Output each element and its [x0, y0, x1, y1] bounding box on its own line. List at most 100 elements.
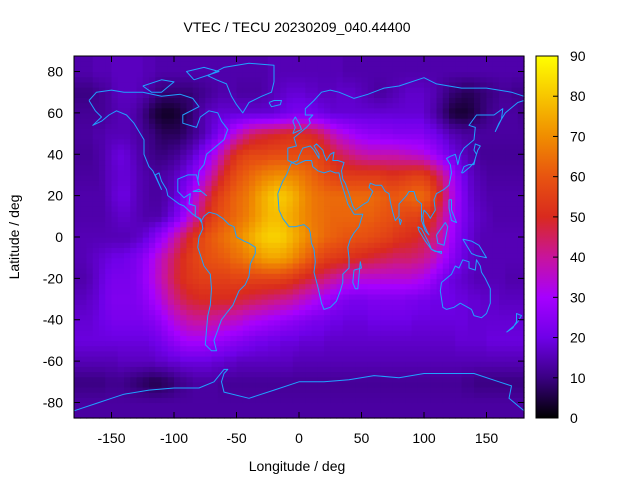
heatmap-cell: [236, 123, 244, 129]
heatmap-cell: [174, 247, 181, 254]
heatmap-cell: [255, 242, 263, 248]
heatmap-cell: [505, 149, 513, 155]
heatmap-cell: [142, 190, 150, 197]
heatmap-cell: [230, 340, 238, 347]
heatmap-cell: [142, 371, 150, 378]
heatmap-cell: [124, 330, 131, 336]
heatmap-cell: [424, 278, 431, 285]
heatmap-cell: [236, 102, 244, 109]
heatmap-cell: [374, 247, 381, 254]
heatmap-cell: [205, 268, 213, 274]
heatmap-cell: [292, 397, 300, 404]
heatmap-cell: [399, 278, 406, 285]
heatmap-cell: [492, 335, 500, 342]
heatmap-cell: [505, 81, 513, 88]
heatmap-cell: [211, 149, 219, 155]
heatmap-cell: [124, 309, 131, 316]
heatmap-cell: [261, 133, 269, 140]
heatmap-cell: [192, 123, 200, 129]
heatmap-cell: [80, 371, 88, 378]
heatmap-cell: [424, 309, 431, 316]
heatmap-cell: [505, 133, 513, 140]
heatmap-cell: [124, 273, 131, 279]
heatmap-cell: [217, 242, 225, 248]
heatmap-cell: [192, 237, 200, 243]
heatmap-cell: [267, 216, 275, 223]
heatmap-cell: [149, 112, 156, 119]
heatmap-cell: [224, 252, 231, 259]
heatmap-cell: [167, 185, 175, 192]
heatmap-cell: [274, 376, 281, 383]
heatmap-cell: [392, 200, 400, 207]
heatmap-cell: [155, 278, 163, 285]
heatmap-cell: [374, 87, 381, 93]
heatmap-cell: [367, 350, 375, 357]
heatmap-cell: [417, 273, 425, 279]
heatmap-cell: [299, 324, 306, 331]
heatmap-cell: [324, 268, 331, 274]
heatmap-cell: [242, 216, 250, 223]
heatmap-cell: [455, 242, 463, 248]
heatmap-cell: [311, 87, 319, 93]
heatmap-cell: [399, 288, 406, 295]
heatmap-cell: [199, 355, 206, 362]
heatmap-cell: [499, 397, 506, 404]
heatmap-cell: [74, 402, 81, 409]
heatmap-cell: [480, 174, 488, 181]
heatmap-cell: [255, 402, 263, 409]
heatmap-cell: [74, 97, 81, 104]
heatmap-cell: [174, 350, 181, 357]
heatmap-cell: [155, 216, 163, 223]
heatmap-cell: [261, 71, 269, 78]
heatmap-cell: [267, 185, 275, 192]
heatmap-cell: [186, 293, 194, 300]
heatmap-cell: [249, 81, 256, 88]
heatmap-cell: [267, 293, 275, 300]
heatmap-cell: [230, 231, 238, 238]
heatmap-cell: [455, 268, 463, 274]
heatmap-cell: [211, 112, 219, 119]
heatmap-cell: [224, 102, 231, 109]
heatmap-cell: [230, 81, 238, 88]
heatmap-cell: [280, 340, 288, 347]
heatmap-cell: [217, 278, 225, 285]
heatmap-cell: [199, 324, 206, 331]
heatmap-cell: [149, 159, 156, 166]
heatmap-cell: [499, 319, 506, 326]
heatmap-cell: [355, 92, 363, 98]
heatmap-cell: [380, 371, 388, 378]
heatmap-cell: [105, 81, 113, 88]
heatmap-cell: [386, 185, 394, 192]
heatmap-cell: [186, 283, 194, 290]
heatmap-cell: [436, 143, 444, 150]
heatmap-cell: [399, 76, 406, 83]
heatmap-cell: [267, 257, 275, 264]
heatmap-cell: [186, 397, 194, 404]
heatmap-cell: [374, 392, 381, 398]
heatmap-cell: [99, 92, 106, 98]
heatmap-cell: [286, 376, 294, 383]
heatmap-cell: [161, 190, 169, 197]
heatmap-cell: [317, 252, 325, 259]
heatmap-cell: [217, 128, 225, 135]
heatmap-cell: [442, 335, 450, 342]
heatmap-cell: [517, 123, 525, 129]
heatmap-cell: [186, 309, 194, 316]
heatmap-cell: [299, 118, 306, 124]
heatmap-cell: [474, 345, 481, 352]
heatmap-cell: [342, 107, 350, 114]
heatmap-cell: [317, 386, 325, 393]
heatmap-cell: [411, 314, 419, 321]
heatmap-cell: [305, 159, 313, 166]
heatmap-cell: [455, 92, 463, 98]
heatmap-cell: [292, 190, 300, 197]
heatmap-cell: [492, 112, 500, 119]
heatmap-cell: [461, 190, 469, 197]
heatmap-cell: [505, 288, 513, 295]
heatmap-cell: [99, 392, 106, 398]
heatmap-cell: [511, 138, 519, 145]
heatmap-cell: [105, 133, 113, 140]
heatmap-cell: [255, 376, 263, 383]
heatmap-cell: [505, 262, 513, 269]
heatmap-cell: [224, 195, 231, 202]
